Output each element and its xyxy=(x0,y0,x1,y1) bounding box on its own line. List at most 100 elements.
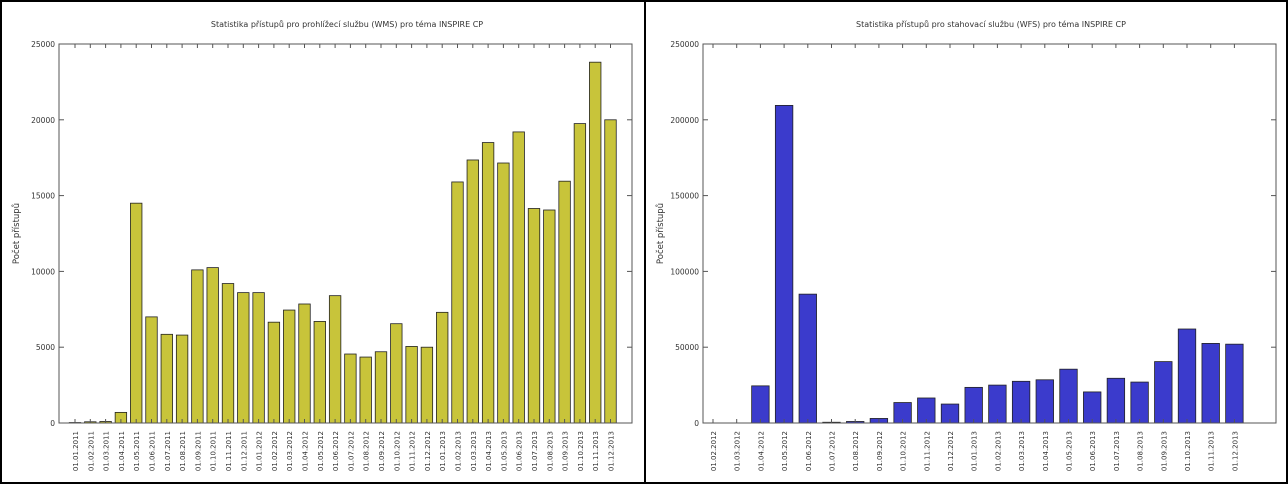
x-tick-label: 01.05.2011 xyxy=(133,431,141,471)
x-tick-label: 01.02.2013 xyxy=(994,431,1002,471)
x-tick-label: 01.07.2012 xyxy=(829,431,837,471)
x-tick-label: 01.12.2013 xyxy=(1231,431,1239,471)
bar xyxy=(1130,381,1149,424)
bar xyxy=(145,316,158,424)
x-tick-label: 01.01.2013 xyxy=(971,431,979,471)
y-axis-label: Počet přístupů xyxy=(11,203,22,264)
bar xyxy=(1177,328,1197,424)
x-tick-label: 01.11.2012 xyxy=(409,431,417,471)
bar xyxy=(436,311,449,424)
x-tick-label: 01.03.2012 xyxy=(734,431,742,471)
x-tick-label: 01.07.2011 xyxy=(164,431,172,471)
x-tick-label: 01.04.2011 xyxy=(118,431,126,471)
bar xyxy=(1083,391,1102,424)
y-tick-label: 250000 xyxy=(670,40,699,49)
y-tick-label: 20000 xyxy=(31,116,55,125)
bar xyxy=(481,142,495,424)
bar xyxy=(964,386,983,424)
x-tick-label: 01.04.2013 xyxy=(485,431,493,471)
x-tick-label: 01.08.2013 xyxy=(546,431,554,471)
bar xyxy=(420,346,434,424)
chart-title: Statistika přístupů pro prohlížecí služb… xyxy=(211,19,483,29)
y-tick-label: 200000 xyxy=(670,116,699,125)
x-tick-label: 01.04.2012 xyxy=(302,431,310,471)
x-tick-label: 01.12.2011 xyxy=(240,431,248,471)
x-tick-label: 01.10.2013 xyxy=(1184,431,1192,471)
bar xyxy=(527,208,541,424)
x-tick-label: 01.02.2013 xyxy=(455,431,463,471)
x-tick-label: 01.05.2012 xyxy=(781,431,789,471)
y-tick-label: 15000 xyxy=(31,192,55,201)
x-tick-label: 01.09.2013 xyxy=(562,431,570,471)
x-tick-label: 01.01.2011 xyxy=(72,431,80,471)
bar xyxy=(344,353,357,424)
x-tick-label: 01.01.2012 xyxy=(256,431,264,471)
wms-chart-panel: Statistika přístupů pro prohlížecí služb… xyxy=(0,0,646,484)
bar xyxy=(604,119,617,424)
bar xyxy=(191,269,204,424)
bar xyxy=(1059,368,1078,424)
x-tick-label: 01.11.2011 xyxy=(225,431,233,471)
x-tick-label: 01.04.2013 xyxy=(1042,431,1050,471)
bar xyxy=(451,181,464,424)
x-tick-label: 01.06.2013 xyxy=(1089,431,1097,471)
x-tick-label: 01.12.2013 xyxy=(608,431,616,471)
bar xyxy=(1035,379,1054,424)
x-tick-label: 01.02.2011 xyxy=(87,431,95,471)
x-tick-label: 01.10.2012 xyxy=(900,431,908,471)
x-tick-label: 01.08.2012 xyxy=(852,431,860,471)
bar xyxy=(512,131,525,424)
bar xyxy=(313,321,326,424)
y-tick-label: 150000 xyxy=(670,192,699,201)
bar xyxy=(1154,361,1173,424)
bar xyxy=(359,356,372,424)
x-tick-label: 01.11.2013 xyxy=(1208,431,1216,471)
x-tick-label: 01.09.2013 xyxy=(1160,431,1168,471)
bar xyxy=(130,202,143,424)
bar xyxy=(1106,377,1126,424)
bar xyxy=(405,346,418,424)
bar xyxy=(1201,343,1220,424)
x-tick-label: 01.08.2013 xyxy=(1137,431,1145,471)
x-tick-label: 01.12.2012 xyxy=(947,431,955,471)
x-tick-label: 01.06.2012 xyxy=(805,431,813,471)
x-tick-label: 01.03.2013 xyxy=(470,431,478,471)
x-tick-label: 01.02.2012 xyxy=(271,431,279,471)
x-tick-label: 01.10.2012 xyxy=(393,431,401,471)
x-tick-label: 01.12.2012 xyxy=(424,431,432,471)
bar xyxy=(206,267,219,424)
x-tick-label: 01.04.2012 xyxy=(757,431,765,471)
x-tick-label: 01.03.2011 xyxy=(103,431,111,471)
bar xyxy=(237,292,250,424)
y-tick-label: 0 xyxy=(694,419,699,428)
bar xyxy=(175,334,189,424)
y-tick-label: 25000 xyxy=(31,40,55,49)
chart-title: Statistika přístupů pro stahovací službu… xyxy=(856,19,1126,29)
bar xyxy=(390,323,403,424)
x-tick-label: 01.11.2013 xyxy=(592,431,600,471)
bar xyxy=(328,295,342,424)
x-tick-label: 01.01.2013 xyxy=(439,431,447,471)
x-tick-label: 01.10.2011 xyxy=(210,431,218,471)
y-tick-label: 10000 xyxy=(31,267,55,276)
x-tick-label: 01.05.2013 xyxy=(500,431,508,471)
x-tick-label: 01.08.2012 xyxy=(363,431,371,471)
bar xyxy=(283,309,296,424)
y-tick-label: 5000 xyxy=(36,343,55,352)
x-tick-label: 01.06.2011 xyxy=(149,431,157,471)
bar xyxy=(298,303,311,424)
bar xyxy=(1011,380,1031,424)
bar xyxy=(252,292,265,424)
y-axis-label: Počet přístupů xyxy=(655,203,666,264)
x-tick-label: 01.09.2011 xyxy=(194,431,202,471)
x-tick-label: 01.07.2013 xyxy=(531,431,539,471)
x-tick-label: 01.05.2012 xyxy=(317,431,325,471)
bar xyxy=(798,293,817,424)
bar xyxy=(988,384,1007,424)
x-tick-label: 01.05.2013 xyxy=(1066,431,1074,471)
bar xyxy=(589,61,602,424)
wms-bar-chart: Statistika přístupů pro prohlížecí služb… xyxy=(11,19,633,471)
x-tick-label: 01.07.2013 xyxy=(1113,431,1121,471)
bar xyxy=(1225,343,1244,424)
x-tick-label: 01.03.2012 xyxy=(286,431,294,471)
